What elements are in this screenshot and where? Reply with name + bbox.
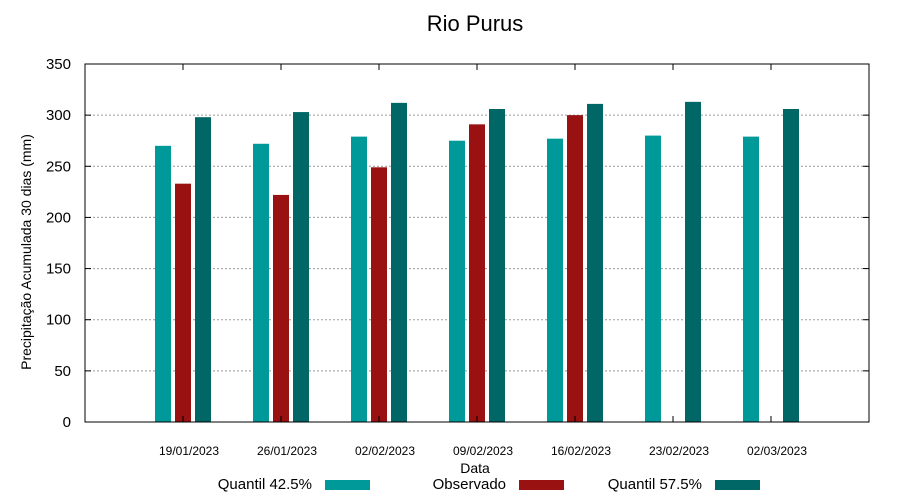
y-axis-label: Precipitação Acumulada 30 dias (mm) (18, 134, 34, 370)
y-tick-label: 200 (46, 209, 71, 226)
y-tick-label: 300 (46, 107, 71, 124)
bar (743, 136, 759, 422)
bar (293, 112, 309, 423)
x-tick-label: 02/02/2023 (355, 444, 415, 458)
bar (783, 109, 799, 423)
x-tick-label: 26/01/2023 (257, 444, 317, 458)
bar (391, 102, 407, 423)
y-axis-ticks: 0 50 100 150 200 250 300 350 (46, 56, 869, 431)
x-axis-label: Data (460, 460, 490, 476)
bar (351, 136, 367, 422)
y-tick-label: 50 (54, 363, 71, 380)
bar (645, 135, 661, 422)
bar (469, 124, 485, 422)
bar (253, 143, 269, 423)
bar (685, 101, 701, 423)
bar (195, 117, 211, 422)
y-tick-label: 100 (46, 312, 71, 329)
x-tick-label: 16/02/2023 (551, 444, 611, 458)
legend-swatch (715, 480, 760, 490)
bars (155, 101, 799, 423)
x-tick-label: 02/03/2023 (747, 444, 807, 458)
legend-label: Quantil 42.5% (218, 476, 312, 493)
legend-label: Observado (433, 476, 506, 493)
bar (371, 167, 387, 422)
y-tick-label: 0 (63, 414, 71, 431)
bar (547, 138, 563, 422)
legend-swatch (325, 480, 370, 490)
legend: Quantil 42.5% Observado Quantil 57.5% (218, 476, 760, 493)
legend-label: Quantil 57.5% (608, 476, 702, 493)
x-tick-label: 09/02/2023 (453, 444, 513, 458)
chart-title: Rio Purus (427, 11, 524, 36)
bar (587, 103, 603, 423)
x-axis-ticks: 19/01/2023 26/01/2023 02/02/2023 09/02/2023… (159, 64, 807, 458)
legend-swatch (519, 480, 564, 490)
bar (273, 194, 289, 422)
bar (449, 140, 465, 422)
bar (489, 109, 505, 423)
x-tick-label: 19/01/2023 (159, 444, 219, 458)
bar (567, 115, 583, 423)
y-tick-label: 350 (46, 56, 71, 73)
y-tick-label: 250 (46, 158, 71, 175)
y-tick-label: 150 (46, 261, 71, 278)
bar (155, 145, 171, 423)
x-tick-label: 23/02/2023 (649, 444, 709, 458)
bar (175, 183, 191, 422)
